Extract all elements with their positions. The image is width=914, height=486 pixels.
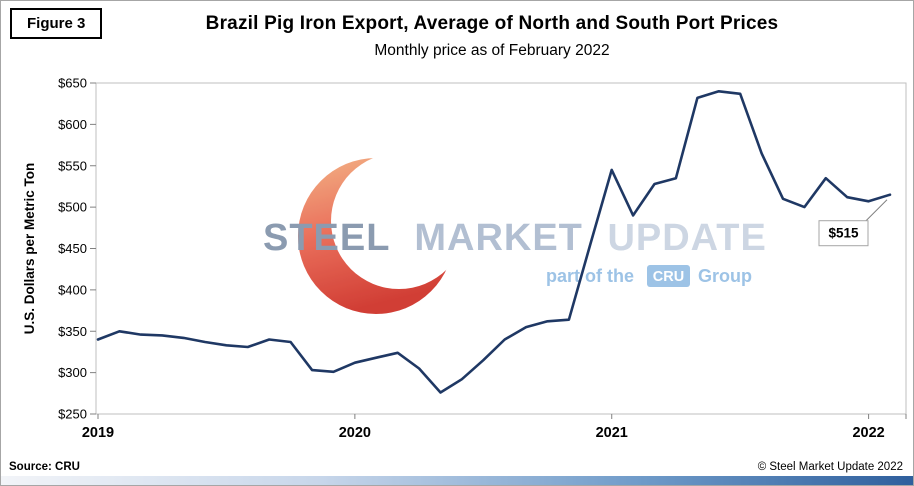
chart-subtitle: Monthly price as of February 2022 [374,42,610,59]
price-chart: $250 $300 $350 $400 $450 $500 $550 $600 $650 2019… [22,76,907,441]
copyright-note: © Steel Market Update 2022 [757,461,903,473]
plot-border [95,82,907,415]
y-tick-label: $400 [58,282,87,297]
x-tick-label: 2020 [339,425,371,441]
watermark-update: UPDATE [607,217,766,259]
smu-watermark-text: STEEL MARKET UPDATE [263,217,767,259]
y-tick-label: $600 [58,117,87,132]
smu-watermark: STEEL MARKET UPDATE part of the CRU Grou… [263,158,767,314]
x-tick-label: 2022 [852,425,884,441]
watermark-steel: STEEL [263,217,390,259]
price-callout-label: $515 [828,226,859,241]
x-tick-label: 2019 [82,425,114,441]
y-tick-label: $550 [58,158,87,173]
cru-logo-box [647,265,690,287]
y-tick-label: $350 [58,324,87,339]
y-tick-label: $500 [58,200,87,215]
y-tick-label: $250 [58,407,87,422]
watermark-cru: CRU [653,269,684,285]
y-axis-title: U.S. Dollars per Metric Ton [22,163,37,335]
bottom-accent-bar [1,476,913,485]
y-tick-label: $300 [58,365,87,380]
y-tick-label: $650 [58,76,87,91]
chart-area: STEEL MARKET UPDATE part of the CRU Grou… [1,69,913,449]
watermark-group: Group [698,266,752,286]
x-tick-label: 2021 [596,425,628,441]
smu-crescent-logo-icon [298,158,454,314]
chart-title: Brazil Pig Iron Export, Average of North… [205,13,779,34]
price-line [96,89,892,394]
y-tick-label: $450 [58,241,87,256]
callout-leader [864,199,888,223]
watermark-market: MARKET [414,217,583,259]
price-callout-box [818,220,869,247]
watermark-part-of-the: part of the [546,266,634,286]
figure-label: Figure 3 [10,8,103,39]
source-note: Source: CRU [9,461,80,473]
